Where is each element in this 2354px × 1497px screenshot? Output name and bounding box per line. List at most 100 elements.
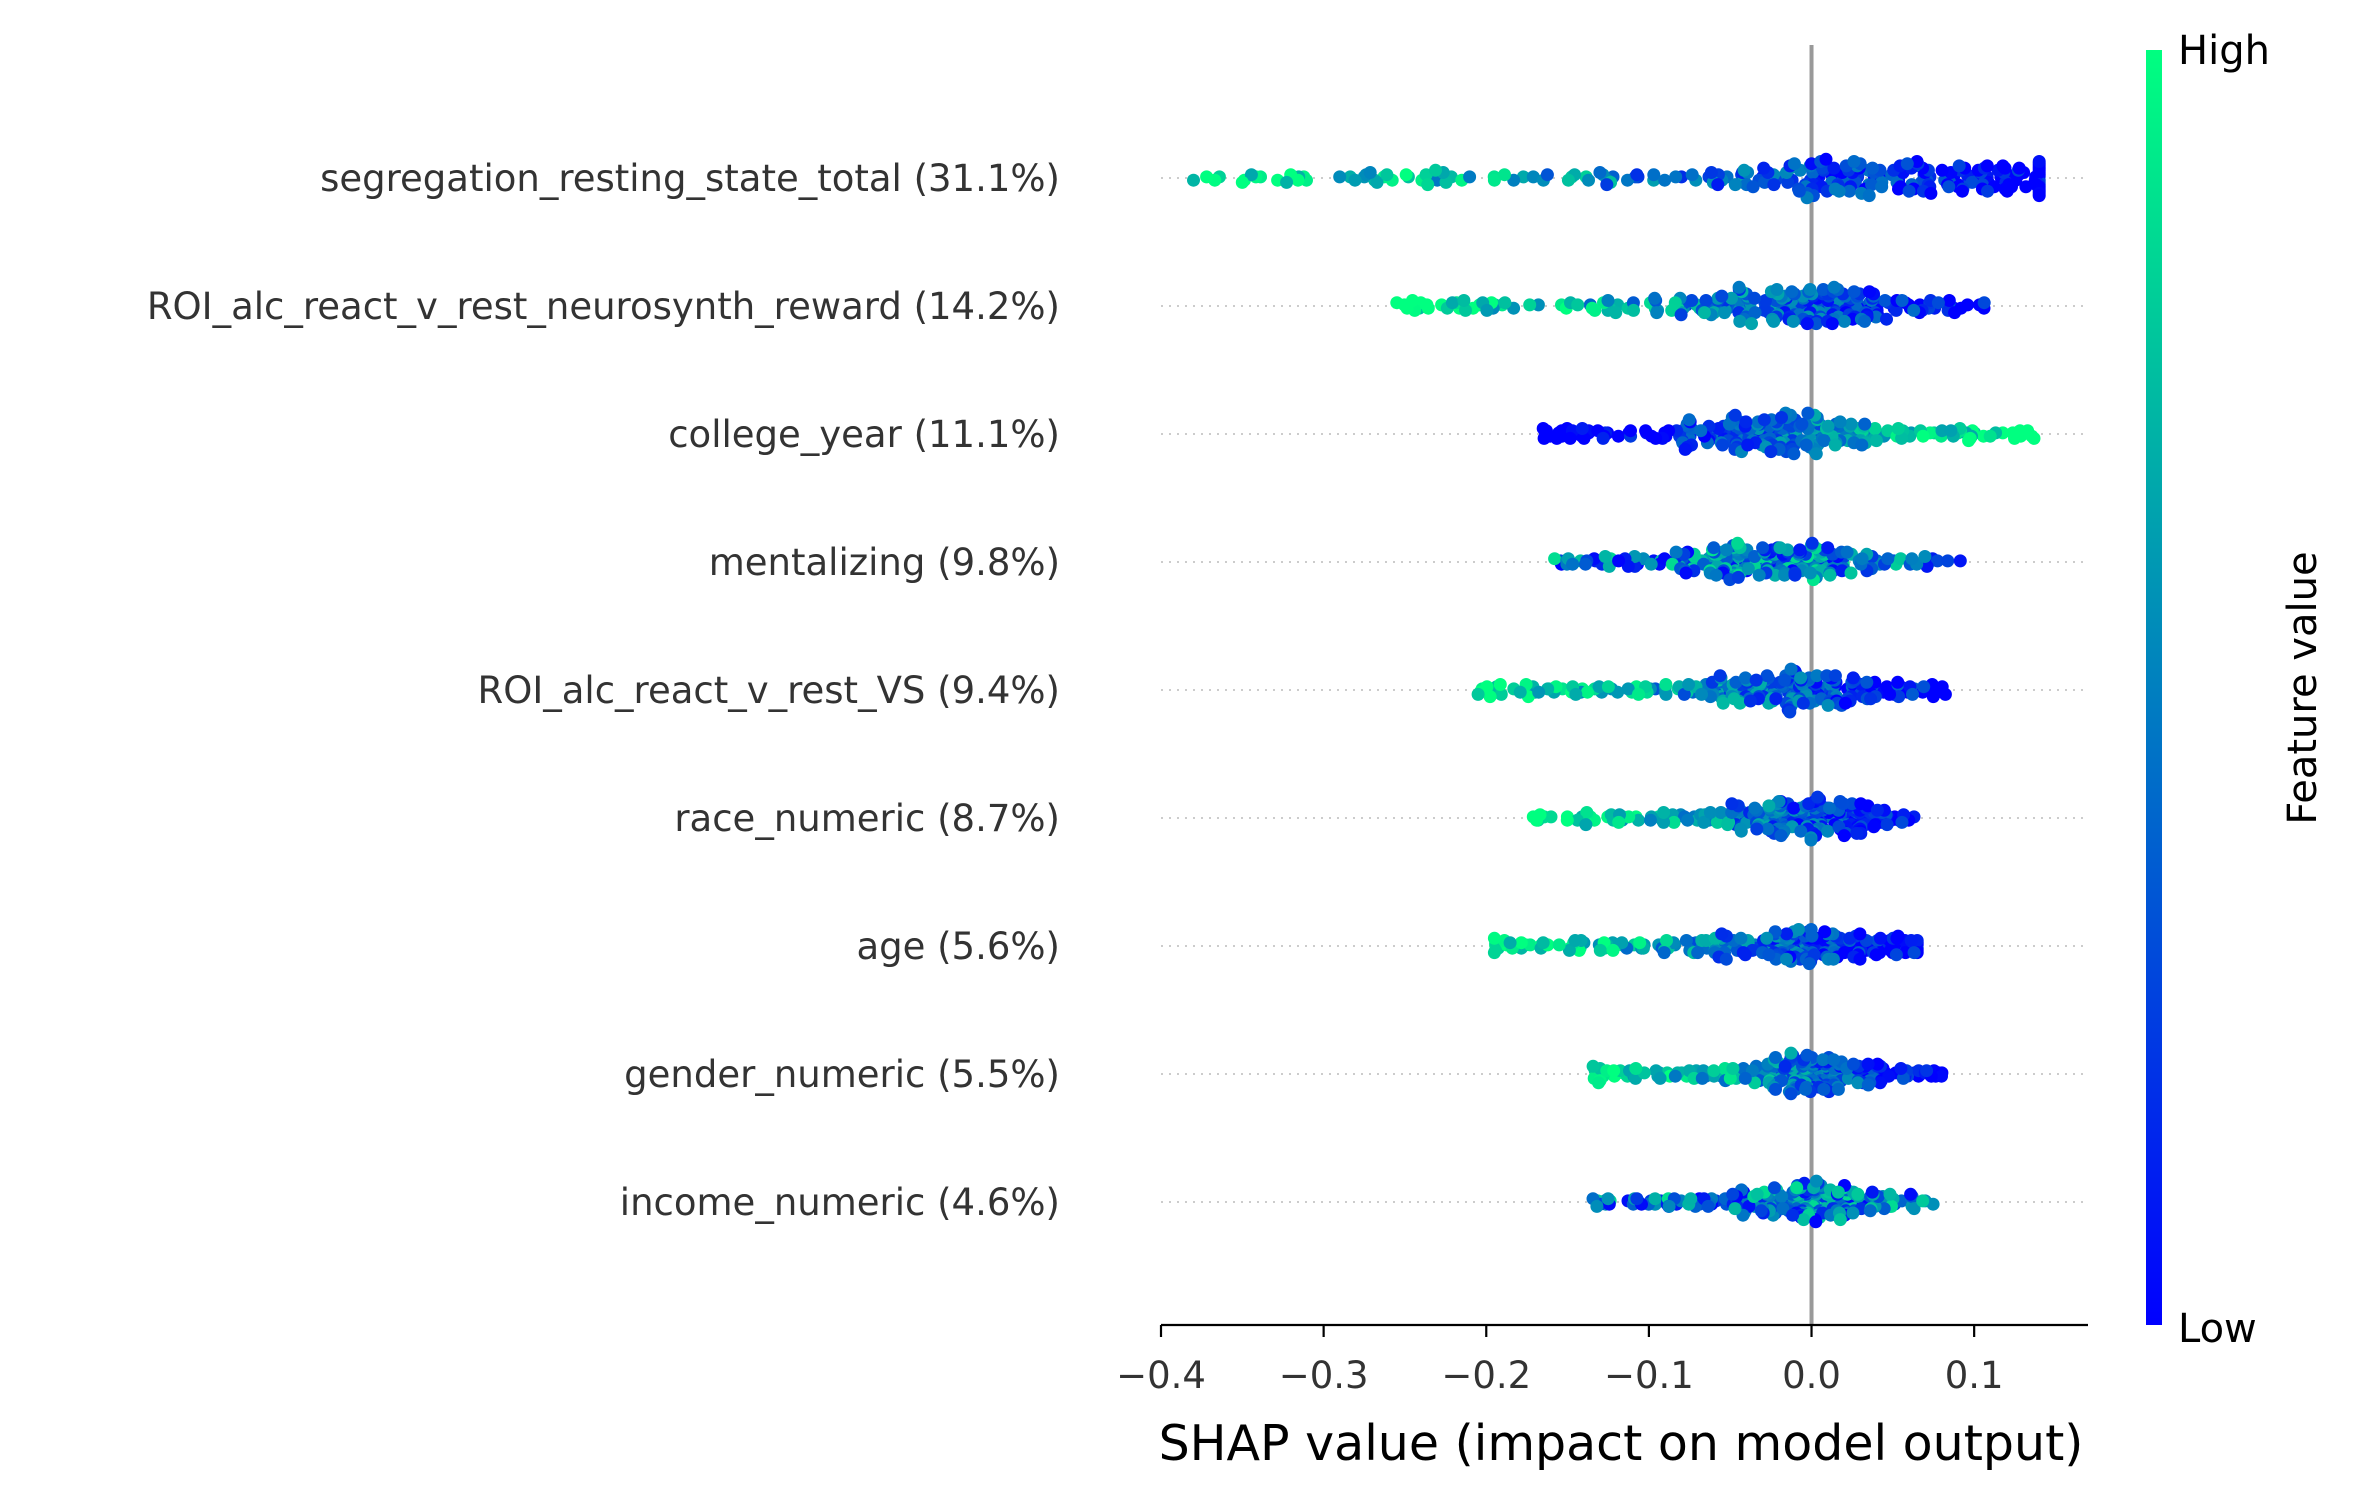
shap-point: [1439, 175, 1453, 189]
shap-point: [1363, 166, 1377, 179]
shap-point: [1627, 303, 1640, 317]
shap-point: [1748, 801, 1762, 815]
shap-point: [1821, 824, 1835, 838]
feature-label: race_numeric (8.7%): [674, 797, 1060, 840]
shap-point: [1851, 1187, 1865, 1201]
shap-point: [1630, 168, 1644, 182]
shap-point: [1611, 429, 1625, 443]
shap-point: [1826, 952, 1840, 966]
shap-point: [1786, 314, 1800, 328]
shap-point: [2000, 184, 2014, 198]
shap-point: [1757, 161, 1771, 175]
shap-point: [1526, 170, 1540, 184]
shap-point: [1695, 687, 1708, 701]
shap-point: [1669, 170, 1683, 184]
shap-point: [1657, 946, 1671, 960]
shap-point: [1816, 1053, 1830, 1067]
shap-point: [1800, 1048, 1814, 1062]
shap-point: [1803, 283, 1817, 296]
shap-point: [1710, 815, 1724, 829]
shap-point: [1809, 447, 1823, 461]
shap-point: [1569, 687, 1583, 701]
shap-point: [2012, 161, 2026, 175]
shap-point: [1896, 1071, 1910, 1085]
shap-point: [1799, 438, 1813, 452]
shap-point: [1659, 678, 1673, 691]
shap-point: [1480, 680, 1494, 694]
shap-point: [1880, 312, 1893, 326]
feature-label: college_year (11.1%): [668, 413, 1060, 456]
shap-point: [1580, 806, 1594, 819]
shap-point: [1907, 946, 1921, 960]
shap-point: [1390, 296, 1404, 310]
shap-point: [1514, 936, 1528, 950]
shap-point: [1575, 422, 1589, 435]
shap-point: [1831, 1082, 1845, 1096]
shap-point: [1865, 1185, 1879, 1199]
shap-point: [1770, 283, 1784, 296]
shap-point: [1938, 687, 1952, 701]
shap-point: [1487, 173, 1501, 187]
shap-point: [1738, 948, 1752, 962]
shap-point: [1906, 687, 1919, 701]
shap-point: [1725, 797, 1739, 811]
shap-point: [1847, 285, 1861, 299]
shap-point: [1785, 285, 1799, 299]
shap-point: [1677, 687, 1691, 701]
shap-point: [1582, 173, 1595, 187]
shap-point: [1566, 557, 1580, 571]
shap-point: [1659, 687, 1673, 701]
shap-point: [1983, 429, 1997, 443]
shap-point: [1429, 163, 1442, 177]
shap-point: [1772, 795, 1786, 808]
shap-point: [1767, 178, 1781, 192]
shap-point: [1725, 291, 1738, 305]
shap-point: [1869, 434, 1883, 448]
shap-point: [1809, 1215, 1823, 1229]
x-tick-label: 0.1: [1945, 1354, 2004, 1397]
shap-point: [1850, 826, 1864, 840]
shap-point: [1962, 434, 1976, 448]
shap-point: [1577, 431, 1591, 445]
shap-point: [1716, 696, 1730, 710]
shap-point: [1718, 306, 1731, 320]
shap-point: [1817, 434, 1831, 448]
shap-point: [1800, 317, 1814, 331]
x-tick-label: −0.2: [1441, 1354, 1531, 1397]
shap-point: [1601, 294, 1615, 307]
shap-point: [1503, 936, 1517, 950]
shap-point: [1980, 159, 1994, 173]
shap-point: [1684, 1192, 1698, 1206]
shap-point: [1590, 1199, 1604, 1213]
shap-point: [1713, 669, 1727, 683]
shap-point: [1695, 1071, 1709, 1085]
shap-point: [1895, 431, 1909, 445]
shap-point: [1609, 306, 1623, 320]
shap-point: [1749, 673, 1763, 687]
shap-point: [1883, 687, 1897, 701]
shap-point: [1797, 1213, 1811, 1227]
shap-point: [1421, 178, 1435, 192]
shap-point: [1513, 685, 1527, 699]
shap-point: [1837, 829, 1851, 843]
shap-point: [1691, 946, 1705, 960]
shap-point: [1721, 818, 1735, 832]
shap-point: [1669, 545, 1683, 559]
shap-point: [1592, 1076, 1605, 1090]
shap-point: [1924, 186, 1938, 200]
shap-point: [1593, 943, 1607, 957]
shap-point: [1855, 552, 1869, 566]
shap-point: [1762, 799, 1776, 813]
shap-point: [1200, 170, 1214, 184]
shap-point: [1731, 570, 1745, 584]
shap-point: [1621, 559, 1635, 573]
shap-point: [1873, 1076, 1887, 1090]
shap-point: [1235, 175, 1249, 189]
shap-point: [1891, 675, 1905, 689]
shap-point: [1965, 175, 1979, 189]
shap-point: [1996, 159, 2010, 173]
shap-point: [1530, 813, 1544, 827]
shap-point: [1682, 413, 1696, 427]
shap-point: [1805, 536, 1819, 550]
shap-point: [1787, 801, 1801, 815]
